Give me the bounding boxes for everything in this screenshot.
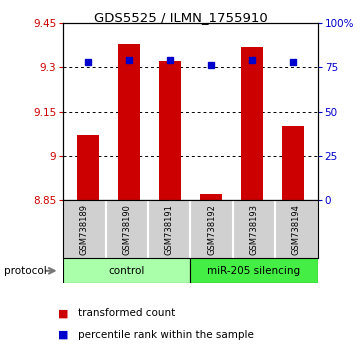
Text: ■: ■ (58, 330, 69, 339)
Text: transformed count: transformed count (78, 308, 175, 318)
Text: protocol: protocol (4, 266, 46, 276)
Bar (118, 44, 140, 200)
Bar (282, 126, 304, 200)
Bar (77, 135, 99, 200)
Text: ■: ■ (58, 308, 69, 318)
Bar (63, 258, 191, 283)
Bar (200, 194, 222, 200)
Text: miR-205 silencing: miR-205 silencing (208, 266, 301, 276)
Bar (158, 61, 181, 200)
Text: GSM738193: GSM738193 (249, 204, 258, 255)
Text: GSM738189: GSM738189 (80, 204, 89, 255)
Text: GSM738194: GSM738194 (292, 204, 301, 255)
Bar (191, 258, 318, 283)
Bar (241, 47, 263, 200)
Text: GSM738191: GSM738191 (165, 204, 174, 255)
Text: GSM738192: GSM738192 (207, 204, 216, 255)
Text: control: control (109, 266, 145, 276)
Text: GDS5525 / ILMN_1755910: GDS5525 / ILMN_1755910 (93, 11, 268, 24)
Text: GSM738190: GSM738190 (122, 204, 131, 255)
Text: percentile rank within the sample: percentile rank within the sample (78, 330, 253, 339)
